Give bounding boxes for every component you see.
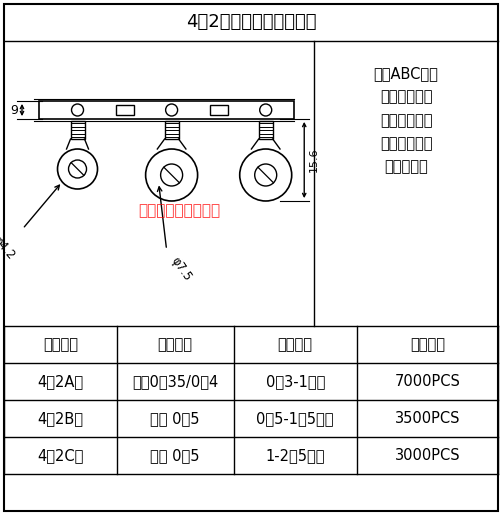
- Text: 4．2圆形连带端子说明书: 4．2圆形连带端子说明书: [185, 13, 316, 31]
- Text: φ7.5: φ7.5: [168, 255, 194, 284]
- Text: 压线范围: 压线范围: [277, 337, 312, 352]
- Bar: [164, 121, 178, 139]
- Text: 1-2．5平方: 1-2．5平方: [265, 448, 324, 463]
- Text: 4．2B型: 4．2B型: [37, 411, 83, 426]
- Bar: [70, 121, 84, 139]
- Text: 3500PCS: 3500PCS: [394, 411, 459, 426]
- Text: φ4.2: φ4.2: [0, 234, 18, 263]
- Text: 注意ABC型端
子尺寸如图一
样，只是压线
脚部分高度尺
寸不一样。: 注意ABC型端 子尺寸如图一 样，只是压线 脚部分高度尺 寸不一样。: [373, 66, 438, 175]
- Text: 0．5-1．5平方: 0．5-1．5平方: [256, 411, 333, 426]
- Text: 0．3-1平方: 0．3-1平方: [265, 374, 324, 389]
- Text: 4．2A型: 4．2A型: [37, 374, 83, 389]
- Bar: [209, 105, 227, 115]
- Text: 15.6: 15.6: [309, 148, 319, 173]
- Text: 黄铜0．35/0．4: 黄铜0．35/0．4: [132, 374, 218, 389]
- Text: 黄铜 0．5: 黄铜 0．5: [150, 411, 199, 426]
- Text: 4．2C型: 4．2C型: [37, 448, 83, 463]
- Text: 黄铜 0．5: 黄铜 0．5: [150, 448, 199, 463]
- Text: 材质厚度: 材质厚度: [157, 337, 192, 352]
- Text: 乐清中新电子销售部: 乐清中新电子销售部: [138, 203, 220, 218]
- Text: 3000PCS: 3000PCS: [394, 448, 459, 463]
- Text: 端子型号: 端子型号: [43, 337, 78, 352]
- Text: 包装数量: 包装数量: [409, 337, 444, 352]
- Text: 9: 9: [10, 104, 18, 116]
- Bar: [39, 101, 294, 119]
- Text: 7000PCS: 7000PCS: [394, 374, 459, 389]
- Bar: [258, 121, 272, 139]
- Bar: [115, 105, 133, 115]
